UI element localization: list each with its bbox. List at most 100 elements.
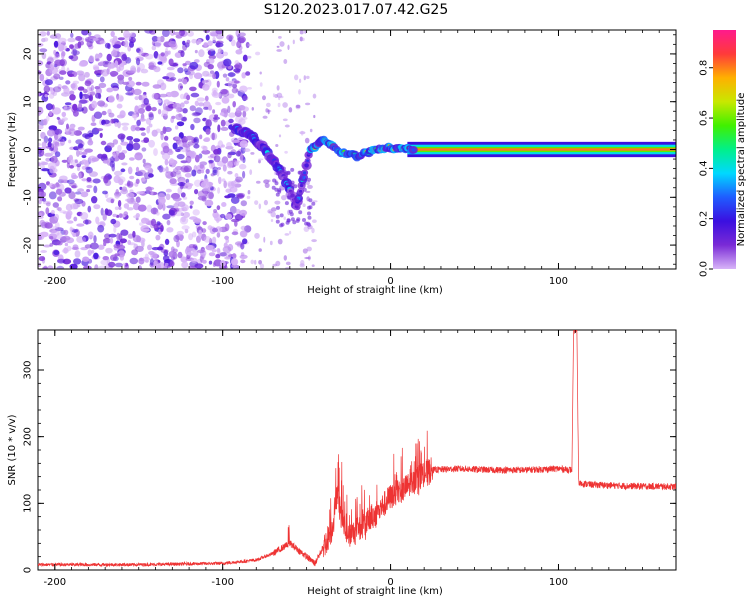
spectrogram-noise-blob bbox=[67, 37, 76, 43]
spectrogram-speckle bbox=[254, 232, 260, 239]
spectrogram-noise-blob bbox=[38, 199, 42, 205]
spectrogram-noise-blob bbox=[128, 76, 133, 81]
spectrogram-x-tick-label: -200 bbox=[43, 276, 66, 287]
spectrogram-noise-blob bbox=[181, 216, 186, 223]
spectrogram-speckle bbox=[302, 248, 308, 254]
spectrogram-noise-blob bbox=[203, 106, 210, 110]
spectrogram-noise-blob bbox=[201, 149, 211, 155]
spectrogram-noise-blob bbox=[198, 229, 203, 238]
spectrogram-noise-blob bbox=[151, 40, 156, 46]
spectrogram-noise-blob bbox=[188, 265, 196, 269]
spectrogram-noise-blob bbox=[177, 182, 186, 187]
spectrogram-noise-blob bbox=[200, 169, 205, 174]
spectrogram-noise-blob bbox=[236, 194, 245, 200]
spectrogram-noise-blob bbox=[165, 188, 172, 193]
spectrogram-noise-blob bbox=[133, 215, 140, 219]
spectrogram-noise-blob bbox=[116, 94, 124, 103]
spectrogram-noise-blob bbox=[90, 85, 95, 92]
spectrogram-noise-blob bbox=[180, 50, 185, 58]
spectrogram-speckle bbox=[263, 199, 268, 206]
spectrogram-noise-blob bbox=[128, 139, 134, 148]
spectrogram-speckle bbox=[303, 75, 306, 81]
spectrogram-noise-blob bbox=[75, 191, 82, 195]
spectrogram-noise-blob bbox=[234, 213, 243, 221]
spectrogram-noise-blob bbox=[225, 188, 232, 193]
spectrogram-noise-blob bbox=[73, 258, 82, 265]
spectrogram-track-tail bbox=[275, 214, 280, 219]
snr-y-tick-label: 200 bbox=[23, 427, 34, 446]
spectrogram-speckle bbox=[288, 107, 293, 113]
spectrogram-noise-blob bbox=[54, 53, 60, 58]
spectrogram-noise-blob bbox=[111, 87, 119, 92]
spectrogram-noise-blob bbox=[64, 102, 72, 106]
spectrogram-speckle bbox=[300, 259, 305, 266]
spectrogram-noise-blob bbox=[105, 247, 113, 254]
spectrogram-noise-blob bbox=[86, 40, 93, 48]
figure-title: S120.2023.017.07.42.G25 bbox=[264, 2, 449, 18]
spectrogram-noise-blob bbox=[56, 265, 65, 269]
spectrogram-noise-blob bbox=[52, 86, 62, 93]
spectrogram-speckle bbox=[311, 227, 315, 234]
spectrogram-noise-blob bbox=[43, 244, 51, 248]
spectrogram-noise-blob bbox=[224, 235, 230, 240]
spectrogram-noise-blob bbox=[189, 105, 196, 112]
snr-y-tick-label: 100 bbox=[23, 494, 34, 513]
spectrogram-noise-blob bbox=[202, 259, 207, 264]
spectrogram-noise-blob bbox=[205, 128, 211, 135]
spectrogram-noise-blob bbox=[227, 182, 235, 189]
spectrogram-noise-blob bbox=[193, 59, 200, 63]
spectrogram-noise-blob bbox=[141, 217, 149, 224]
spectrogram-noise-blob bbox=[104, 233, 111, 239]
spectrogram-noise-blob bbox=[95, 92, 101, 99]
spectrogram-noise-blob bbox=[63, 105, 68, 110]
spectrogram-noise-blob bbox=[66, 123, 69, 130]
spectrogram-noise-blob bbox=[134, 152, 143, 161]
spectrogram-speckle bbox=[254, 259, 257, 265]
spectrogram-noise-blob bbox=[121, 54, 128, 61]
spectrogram-noise-blob bbox=[81, 178, 87, 182]
spectrogram-noise-blob bbox=[53, 250, 60, 256]
spectrogram-noise-blob bbox=[48, 125, 58, 131]
spectrogram-speckle bbox=[304, 137, 310, 144]
spectrogram-noise-blob bbox=[71, 229, 79, 233]
spectrogram-noise-blob bbox=[68, 191, 76, 200]
spectrogram-noise-blob bbox=[106, 142, 115, 148]
spectrogram-noise-blob bbox=[50, 226, 58, 230]
spectrogram-noise-blob bbox=[227, 72, 236, 77]
spectrogram-noise-blob bbox=[149, 258, 154, 266]
spectrogram-noise-blob bbox=[162, 145, 170, 154]
spectrogram-noise-blob bbox=[175, 125, 179, 130]
spectrogram-speckle bbox=[283, 255, 287, 261]
spectrogram-noise-blob bbox=[57, 196, 63, 202]
spectrogram-track-tail bbox=[274, 181, 279, 186]
spectrogram-noise-blob bbox=[38, 182, 47, 191]
spectrogram-noise-blob bbox=[166, 205, 175, 209]
spectrogram-speckle bbox=[292, 39, 295, 45]
spectrogram-noise-blob bbox=[140, 177, 146, 182]
spectrogram-noise-blob bbox=[105, 209, 113, 216]
spectrogram-noise-blob bbox=[158, 93, 168, 98]
spectrogram-noise-blob bbox=[200, 180, 210, 189]
spectrogram-speckle bbox=[258, 159, 261, 164]
spectrogram-track-tail bbox=[297, 170, 302, 175]
spectrogram-noise-blob bbox=[208, 260, 213, 265]
spectrogram-y-tick-label: 20 bbox=[23, 48, 34, 61]
spectrogram-noise-blob bbox=[135, 166, 140, 173]
spectrogram-noise-blob bbox=[133, 138, 141, 143]
spectrogram-noise-blob bbox=[216, 248, 221, 253]
spectrogram-noise-blob bbox=[69, 90, 75, 96]
spectrogram-noise-blob bbox=[221, 156, 229, 164]
spectrogram-noise-blob bbox=[155, 128, 161, 134]
spectrogram-noise-blob bbox=[160, 52, 165, 57]
spectrogram-noise-blob bbox=[191, 169, 197, 177]
spectrogram-speckle bbox=[247, 190, 251, 195]
spectrogram-noise-blob bbox=[73, 216, 78, 222]
spectrogram-track-tail bbox=[293, 184, 298, 189]
spectrogram-noise-blob bbox=[114, 253, 120, 257]
spectrogram-noise-blob bbox=[160, 225, 164, 232]
spectrogram-speckle bbox=[255, 51, 261, 56]
spectrogram-speckle bbox=[258, 158, 264, 161]
snr-x-tick-label: 0 bbox=[387, 577, 393, 588]
spectrogram-noise-blob bbox=[43, 265, 48, 269]
spectrogram-noise-blob bbox=[151, 129, 158, 137]
